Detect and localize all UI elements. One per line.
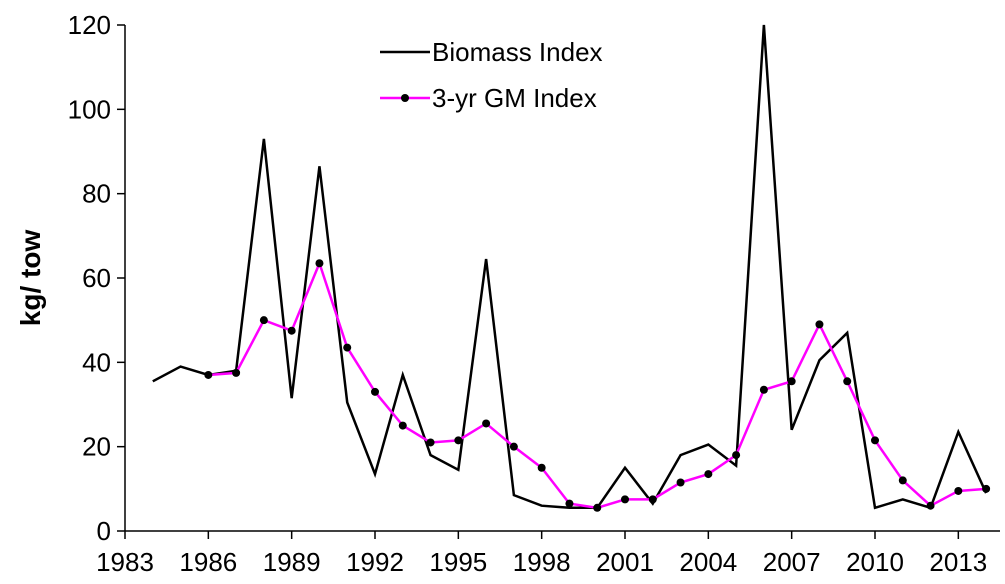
y-tick-label: 80 xyxy=(82,179,111,209)
x-tick-label: 2007 xyxy=(763,547,821,577)
data-point xyxy=(704,470,713,479)
data-point xyxy=(565,499,574,508)
data-point xyxy=(426,438,435,447)
data-point xyxy=(954,486,963,495)
x-tick-label: 1995 xyxy=(429,547,487,577)
x-tick-label: 1983 xyxy=(96,547,154,577)
data-point xyxy=(454,436,463,445)
data-point xyxy=(343,343,352,352)
data-point xyxy=(371,387,379,396)
y-axis-label: kg/ tow xyxy=(15,230,46,327)
x-tick-label: 2010 xyxy=(846,547,904,577)
y-tick-label: 0 xyxy=(97,516,111,546)
data-point xyxy=(898,476,907,485)
data-point xyxy=(537,463,546,472)
data-point xyxy=(648,495,657,504)
data-point xyxy=(982,484,991,493)
x-tick-label: 1989 xyxy=(263,547,321,577)
x-tick-label: 1992 xyxy=(346,547,404,577)
data-point xyxy=(315,259,324,268)
x-tick-label: 2001 xyxy=(596,547,654,577)
data-point xyxy=(509,442,518,451)
series-line xyxy=(152,24,988,510)
legend-label: 3-yr GM Index xyxy=(432,83,597,113)
x-tick-label: 1998 xyxy=(513,547,571,577)
data-point xyxy=(676,478,685,487)
y-tick-label: 40 xyxy=(82,347,111,377)
y-tick-label: 20 xyxy=(82,432,111,462)
data-point xyxy=(398,421,407,430)
data-point xyxy=(732,451,741,460)
data-point xyxy=(787,377,796,386)
data-point xyxy=(287,326,296,335)
data-point xyxy=(259,316,268,325)
y-tick-label: 60 xyxy=(82,263,111,293)
data-point xyxy=(204,370,213,379)
data-point xyxy=(621,495,629,504)
x-tick-label: 2013 xyxy=(929,547,987,577)
y-tick-label: 120 xyxy=(68,10,111,40)
x-tick-label: 1986 xyxy=(179,547,237,577)
data-point xyxy=(593,503,602,512)
y-tick-label: 100 xyxy=(68,94,111,124)
legend-label: Biomass Index xyxy=(432,37,603,67)
data-point xyxy=(926,501,935,510)
data-point xyxy=(232,368,241,377)
x-tick-label: 2004 xyxy=(679,547,737,577)
data-point xyxy=(871,436,879,445)
data-point xyxy=(759,385,768,394)
data-point xyxy=(815,320,824,329)
data-point xyxy=(482,419,491,428)
legend-marker xyxy=(401,94,409,102)
data-point xyxy=(843,377,852,386)
